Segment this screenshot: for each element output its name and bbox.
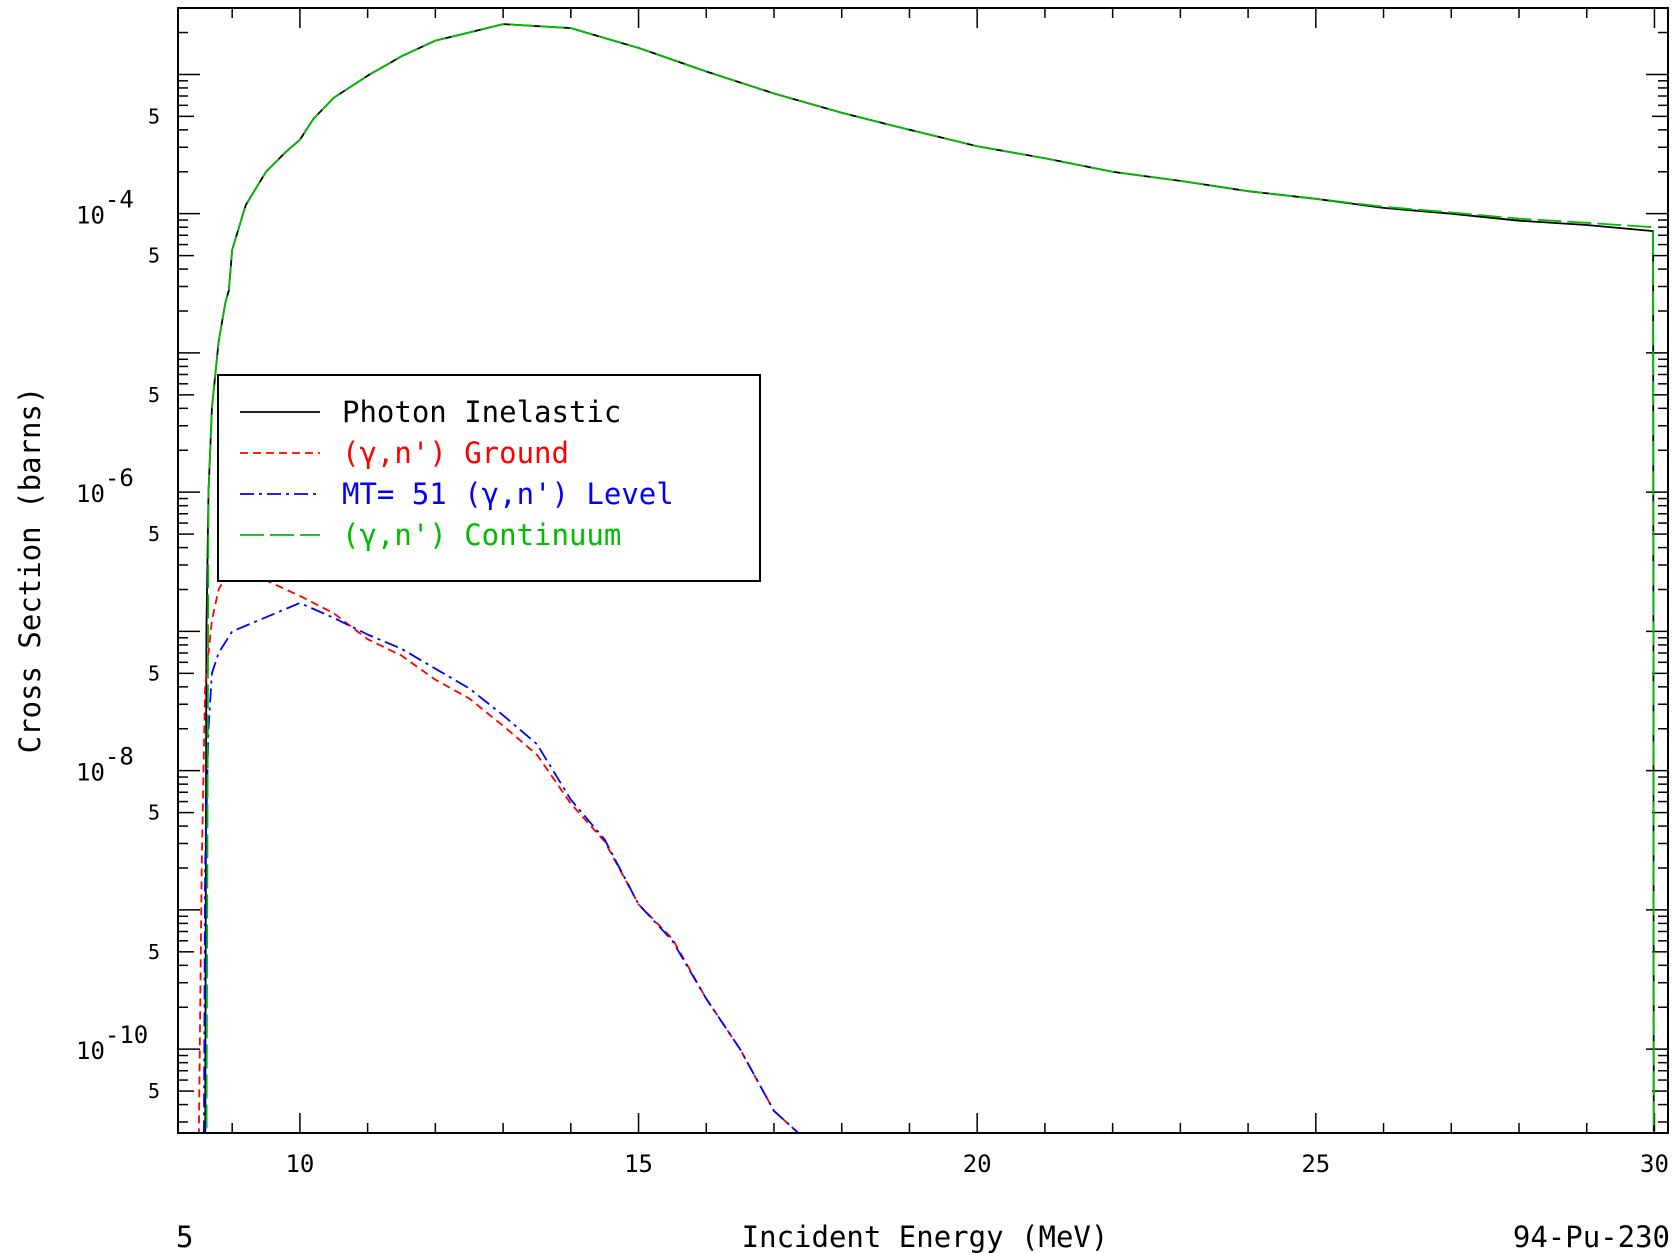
y-decade-base: 10	[76, 202, 105, 230]
x-tick-label: 30	[1640, 1150, 1669, 1178]
axis-ticks	[178, 7, 1668, 1133]
y-decade-base: 10	[76, 1037, 105, 1065]
y-decade-exponent: -8	[105, 743, 134, 771]
y-decade-exponent: -6	[105, 464, 134, 492]
legend-label: (γ,n') Ground	[342, 436, 569, 470]
y-tick-label-5: 5	[148, 244, 160, 268]
y-decade-label: 10-8	[76, 743, 134, 787]
legend: Photon Inelastic (γ,n') Ground MT= 51 (γ,n…	[217, 374, 761, 582]
x-tick-label: 20	[963, 1150, 992, 1178]
y-tick-label-5: 5	[148, 661, 160, 685]
corner-left-label: 5	[176, 1220, 193, 1253]
series-layer	[197, 23, 1655, 1133]
y-tick-labels: 55555555510-410-610-810-10	[76, 104, 160, 1103]
series-line-2	[197, 564, 800, 1133]
y-decade-exponent: -4	[105, 186, 134, 214]
series-line-3	[203, 602, 800, 1133]
legend-label: (γ,n') Continuum	[342, 518, 621, 552]
series-line-4	[205, 23, 1655, 1133]
x-axis-title: Incident Energy (MeV)	[742, 1220, 1109, 1253]
y-tick-label-5: 5	[148, 104, 160, 128]
legend-label: Photon Inelastic	[342, 395, 621, 429]
y-decade-base: 10	[76, 480, 105, 508]
y-decade-exponent: -10	[105, 1021, 148, 1049]
x-tick-label: 15	[624, 1150, 653, 1178]
y-decade-label: 10-10	[76, 1021, 148, 1065]
x-tick-label: 25	[1301, 1150, 1330, 1178]
plot-frame	[177, 7, 1669, 1134]
legend-label: MT= 51 (γ,n') Level	[342, 477, 674, 511]
y-axis-title: Cross Section (barns)	[13, 387, 47, 754]
series-line-1	[204, 23, 1655, 1133]
y-tick-label-5: 5	[148, 383, 160, 407]
y-tick-label-5: 5	[148, 1079, 160, 1103]
legend-box	[217, 374, 761, 582]
y-tick-label-5: 5	[148, 522, 160, 546]
x-tick-label: 10	[285, 1150, 314, 1178]
y-tick-label-5: 5	[148, 940, 160, 964]
y-decade-base: 10	[76, 759, 105, 787]
y-tick-label-5: 5	[148, 801, 160, 825]
y-decade-label: 10-4	[76, 186, 134, 230]
isotope-label: 94-Pu-230	[1513, 1220, 1670, 1253]
x-tick-labels: 10 15 20 25 30	[285, 1150, 1668, 1178]
y-decade-label: 10-6	[76, 464, 134, 508]
